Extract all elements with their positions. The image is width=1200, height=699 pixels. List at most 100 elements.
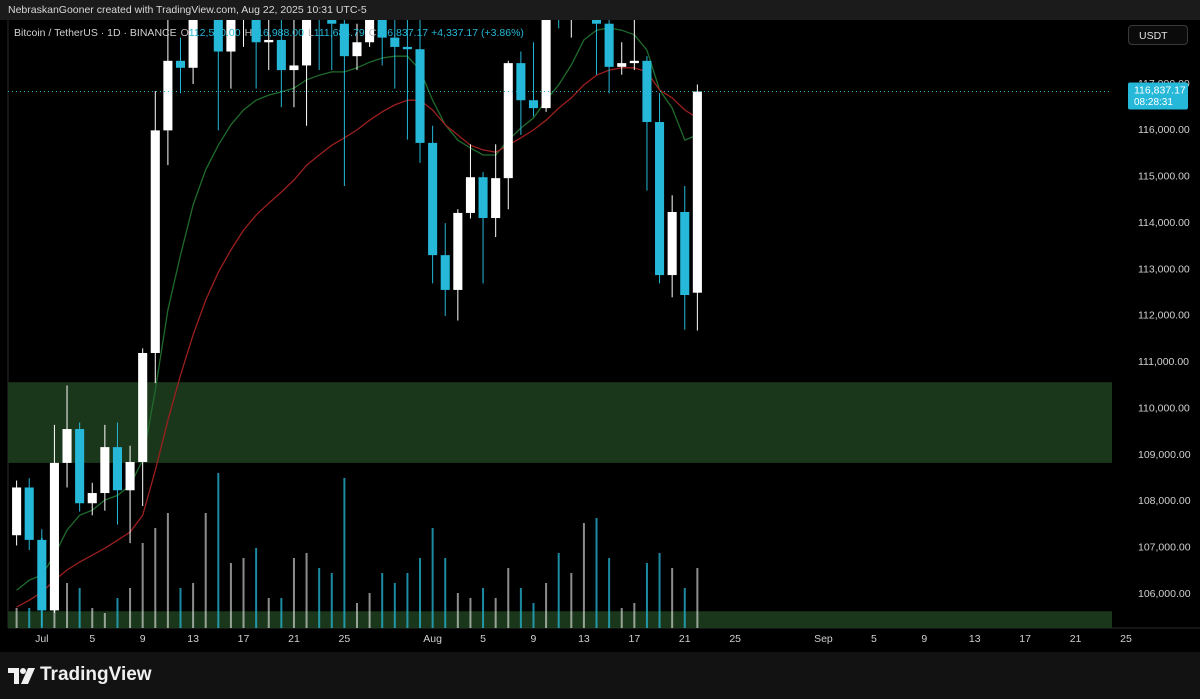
x-tick-label: 13 bbox=[187, 633, 199, 645]
y-tick-label: 113,000.00 bbox=[1138, 263, 1190, 275]
volume-bar bbox=[267, 598, 270, 628]
x-tick-label: 13 bbox=[578, 633, 590, 645]
brand: TradingView bbox=[40, 664, 152, 685]
candle-body bbox=[516, 63, 526, 101]
ohlc-key: L bbox=[307, 27, 314, 39]
volume-bar bbox=[645, 563, 648, 628]
ohlc-key: H bbox=[244, 27, 253, 39]
candle-body bbox=[680, 212, 690, 296]
ohlc-value: 111,684.79 bbox=[313, 27, 365, 39]
volume-bar bbox=[469, 598, 472, 628]
volume-bar bbox=[368, 593, 371, 628]
volume-bar bbox=[78, 588, 81, 628]
y-tick-label: 107,000.00 bbox=[1138, 542, 1191, 554]
candle-body bbox=[617, 63, 627, 67]
candle-body bbox=[75, 429, 85, 504]
volume-bar bbox=[633, 603, 636, 628]
volume-bar bbox=[482, 588, 485, 628]
ohlc-key: C bbox=[368, 27, 377, 39]
x-tick-label: 9 bbox=[921, 633, 927, 645]
volume-bar bbox=[532, 603, 535, 628]
axes: 106,000.00 107,000.00 108,000.00 109,000.00… bbox=[35, 78, 1191, 645]
footer: TradingView bbox=[0, 652, 1200, 699]
y-tick-label: 111,000.00 bbox=[1138, 356, 1189, 368]
volume-bar bbox=[683, 588, 686, 628]
volume-bar bbox=[217, 473, 220, 628]
volume-bar bbox=[444, 558, 447, 628]
volume-bar bbox=[242, 558, 245, 628]
countdown-label: 08:28:31 bbox=[1134, 97, 1173, 108]
volume-bar bbox=[255, 548, 258, 628]
ohlc-value: 116,988.00 bbox=[252, 27, 304, 39]
symbol-legend: Bitcoin / TetherUS · 1D · BINANCE O112,50… bbox=[14, 27, 524, 39]
volume-bar bbox=[204, 513, 207, 628]
volume-bar bbox=[141, 543, 144, 628]
candle-body bbox=[503, 63, 513, 179]
candle-body bbox=[604, 23, 614, 67]
volume-bar bbox=[608, 558, 611, 628]
candle-body bbox=[112, 447, 122, 491]
volume-bar bbox=[570, 573, 573, 628]
candle-body bbox=[163, 60, 173, 131]
volume-bar bbox=[116, 598, 119, 628]
x-tick-label: 21 bbox=[679, 633, 691, 645]
zone bbox=[8, 611, 1112, 628]
volume-bar bbox=[406, 573, 409, 628]
volume-bar bbox=[671, 568, 674, 628]
candle-body bbox=[491, 178, 501, 219]
x-tick-label: Sep bbox=[814, 633, 833, 645]
candle-body bbox=[37, 539, 47, 611]
ohlc-key: O bbox=[180, 27, 189, 39]
candle-body bbox=[264, 39, 274, 43]
currency-button[interactable]: USDT bbox=[1128, 25, 1188, 45]
y-tick-label: 106,000.00 bbox=[1138, 588, 1191, 600]
volume-bar bbox=[507, 568, 510, 628]
volume-bar bbox=[129, 588, 132, 628]
volume-bar bbox=[431, 528, 434, 628]
candle-body bbox=[100, 447, 110, 494]
volume-bar bbox=[582, 523, 585, 628]
candle-body bbox=[87, 493, 97, 504]
y-tick-label: 112,000.00 bbox=[1138, 310, 1190, 322]
x-tick-label: 17 bbox=[628, 633, 640, 645]
volume-bar bbox=[154, 528, 157, 628]
volume-bar bbox=[91, 608, 94, 628]
volume-bar bbox=[519, 588, 522, 628]
y-tick-label: 115,000.00 bbox=[1138, 171, 1190, 183]
volume-bar bbox=[343, 478, 346, 628]
volume-bar bbox=[355, 603, 358, 628]
x-tick-label: 21 bbox=[1070, 633, 1082, 645]
plot-area bbox=[8, 20, 1112, 628]
candle-body bbox=[541, 20, 551, 109]
volume-bar bbox=[179, 588, 182, 628]
candle-body bbox=[12, 487, 22, 536]
ohlc: O112,500.00 H116,988.00 L111,684.79 C116,83… bbox=[177, 27, 429, 39]
candle-body bbox=[377, 20, 387, 38]
candle-body bbox=[125, 461, 135, 491]
candle-body bbox=[62, 429, 72, 463]
volume-bar bbox=[696, 568, 699, 628]
x-tick-label: 13 bbox=[969, 633, 981, 645]
x-tick-label: 9 bbox=[140, 633, 146, 645]
attribution: NebraskanGooner created with TradingView… bbox=[0, 0, 1200, 20]
candle-body bbox=[339, 23, 349, 57]
symbol: Bitcoin / TetherUS · 1D · BINANCE bbox=[14, 27, 177, 39]
last-price-box bbox=[1128, 82, 1188, 110]
zone bbox=[8, 382, 1112, 463]
candle-body bbox=[276, 39, 286, 71]
x-tick-label: 25 bbox=[339, 633, 351, 645]
candle-body bbox=[415, 49, 425, 143]
volume-bar bbox=[280, 598, 283, 628]
candle-body bbox=[226, 20, 236, 52]
candle-body bbox=[390, 37, 400, 47]
change: +4,337.17 (+3.86%) bbox=[431, 27, 524, 39]
candle-body bbox=[692, 91, 702, 293]
volume-bar bbox=[557, 553, 560, 628]
candle-body bbox=[24, 487, 34, 540]
y-tick-label: 110,000.00 bbox=[1138, 402, 1190, 414]
y-tick-label: 116,000.00 bbox=[1138, 124, 1190, 136]
candle-body bbox=[402, 46, 412, 50]
volume-bar bbox=[658, 553, 661, 628]
